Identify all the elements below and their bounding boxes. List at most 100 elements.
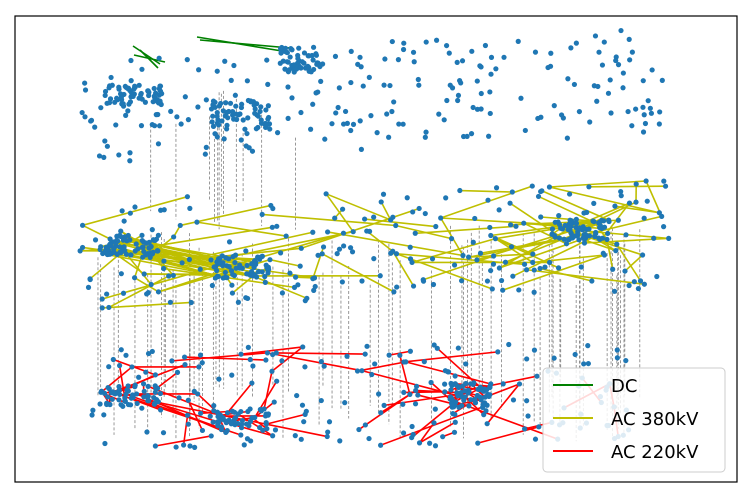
network-node bbox=[265, 116, 271, 122]
network-node bbox=[391, 99, 397, 105]
network-node bbox=[202, 151, 208, 157]
network-node bbox=[648, 110, 655, 116]
network-node bbox=[459, 58, 466, 64]
network-node bbox=[146, 245, 152, 251]
network-node bbox=[99, 305, 105, 311]
network-node bbox=[640, 104, 646, 110]
network-node bbox=[594, 98, 600, 104]
network-node bbox=[169, 358, 175, 364]
network-node bbox=[341, 243, 347, 249]
network-node bbox=[127, 237, 133, 243]
network-node bbox=[391, 289, 397, 295]
network-node bbox=[301, 50, 308, 56]
network-node bbox=[232, 92, 238, 98]
network-node bbox=[229, 282, 235, 288]
network-node bbox=[149, 227, 155, 233]
ac220-line bbox=[171, 352, 268, 362]
network-node bbox=[537, 265, 543, 272]
network-node bbox=[218, 100, 224, 107]
network-node bbox=[415, 392, 421, 398]
network-node bbox=[539, 188, 545, 194]
network-node bbox=[139, 244, 145, 250]
network-node bbox=[431, 342, 437, 348]
network-node bbox=[490, 253, 497, 259]
network-node bbox=[141, 271, 147, 277]
network-node bbox=[128, 57, 134, 64]
network-node bbox=[531, 289, 537, 295]
network-node bbox=[258, 408, 264, 414]
network-node bbox=[452, 411, 458, 418]
network-node bbox=[510, 397, 517, 403]
network-node bbox=[358, 146, 365, 152]
network-node bbox=[300, 344, 306, 350]
network-node bbox=[431, 420, 437, 426]
network-node bbox=[530, 251, 536, 257]
network-node bbox=[313, 51, 319, 57]
network-node bbox=[455, 384, 462, 391]
network-node bbox=[472, 397, 478, 404]
network-node bbox=[243, 248, 249, 254]
ac220-line bbox=[237, 413, 274, 437]
ac220-line bbox=[383, 392, 469, 407]
network-node bbox=[366, 435, 372, 442]
network-node bbox=[339, 279, 345, 285]
network-node bbox=[546, 184, 553, 190]
network-node bbox=[184, 56, 190, 63]
network-node bbox=[366, 228, 373, 234]
network-node bbox=[117, 362, 123, 369]
network-node bbox=[656, 210, 662, 216]
network-node bbox=[249, 380, 255, 386]
legend-label-dc: DC bbox=[611, 376, 637, 397]
network-node bbox=[97, 401, 103, 407]
network-node bbox=[362, 216, 368, 222]
network-node bbox=[118, 233, 124, 240]
ac380-line bbox=[415, 225, 517, 235]
network-node bbox=[241, 442, 247, 448]
network-node bbox=[463, 380, 469, 387]
network-node bbox=[332, 53, 339, 59]
network-node bbox=[529, 183, 535, 189]
network-node bbox=[409, 423, 415, 430]
network-node bbox=[214, 113, 220, 119]
network-node bbox=[501, 54, 507, 60]
network-node bbox=[310, 229, 316, 235]
network-node bbox=[344, 353, 350, 359]
network-node bbox=[131, 86, 137, 92]
network-node bbox=[118, 228, 124, 234]
network-node bbox=[151, 395, 157, 401]
network-node bbox=[380, 191, 387, 197]
network-node bbox=[214, 110, 220, 116]
network-node bbox=[192, 444, 198, 450]
network-node bbox=[521, 261, 528, 267]
network-node bbox=[179, 260, 185, 266]
network-node bbox=[238, 104, 245, 111]
network-node bbox=[245, 344, 251, 350]
network-node bbox=[291, 284, 298, 290]
network-node bbox=[104, 291, 110, 297]
network-node bbox=[432, 406, 438, 412]
network-node bbox=[612, 203, 618, 209]
network-node bbox=[211, 403, 217, 409]
network-node bbox=[223, 100, 229, 106]
network-node bbox=[157, 407, 164, 413]
network-node bbox=[127, 402, 134, 408]
network-node bbox=[618, 27, 624, 34]
network-node bbox=[298, 436, 304, 442]
network-node bbox=[273, 350, 279, 356]
network-node bbox=[143, 369, 149, 375]
network-node bbox=[589, 278, 595, 284]
network-node bbox=[447, 82, 453, 88]
network-node bbox=[555, 265, 562, 271]
network-node bbox=[614, 355, 620, 361]
network-node bbox=[320, 61, 326, 67]
network-node bbox=[613, 57, 619, 64]
network-node bbox=[626, 282, 632, 289]
network-node bbox=[269, 368, 275, 374]
network-node bbox=[524, 356, 530, 362]
ac380-line bbox=[392, 250, 415, 287]
network-node bbox=[401, 40, 407, 46]
network-node bbox=[364, 343, 370, 349]
network-node bbox=[145, 393, 151, 399]
network-node bbox=[250, 363, 256, 369]
network-node bbox=[455, 345, 461, 351]
